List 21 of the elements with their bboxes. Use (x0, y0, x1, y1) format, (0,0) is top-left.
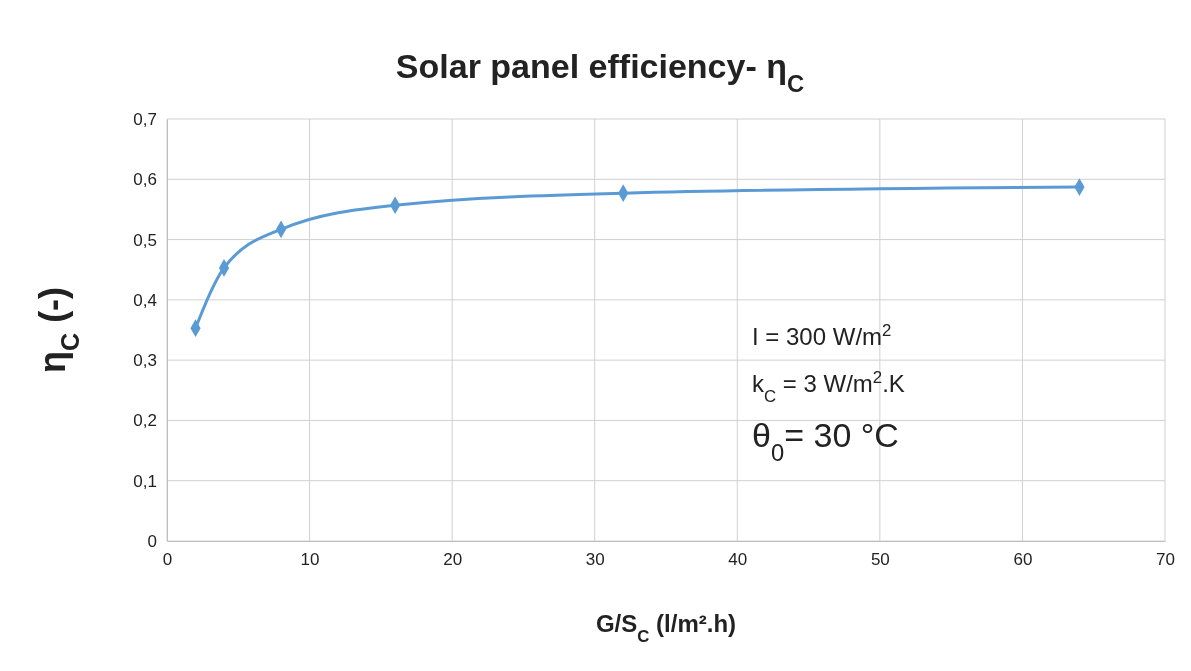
x-tick-label: 50 (870, 550, 890, 570)
annotation: θ$_{0}$= 30 °C (752, 416, 899, 466)
annotation: k$_{C}$ = 3 W/m$^{2}$.K (752, 367, 905, 406)
annotation: I = 300 W/m$^{2}$ (752, 320, 892, 350)
y-tick-label: 0,6 (133, 170, 157, 190)
x-tick-label: 20 (443, 550, 463, 570)
y-tick-label: 0,4 (133, 290, 157, 310)
y-tick-label: 0,1 (133, 471, 157, 491)
x-tick-label: 70 (1156, 550, 1175, 570)
chart-title: Solar panel efficiency- η$_{C}$ (395, 47, 805, 97)
x-tick-label: 30 (585, 550, 605, 570)
y-tick-label: 0,2 (133, 411, 157, 431)
y-tick-label: 0,5 (133, 230, 157, 250)
y-tick-label: 0,3 (133, 351, 157, 371)
x-axis-title: G/S$_{C}$ (l/m².h) (595, 610, 737, 646)
x-tick-label: 60 (1013, 550, 1033, 570)
x-tick-label: 0 (162, 550, 173, 570)
y-tick-label: 0,7 (133, 109, 157, 129)
x-tick-label: 10 (300, 550, 320, 570)
x-tick-label: 40 (728, 550, 748, 570)
y-tick-label: 0 (147, 531, 157, 551)
